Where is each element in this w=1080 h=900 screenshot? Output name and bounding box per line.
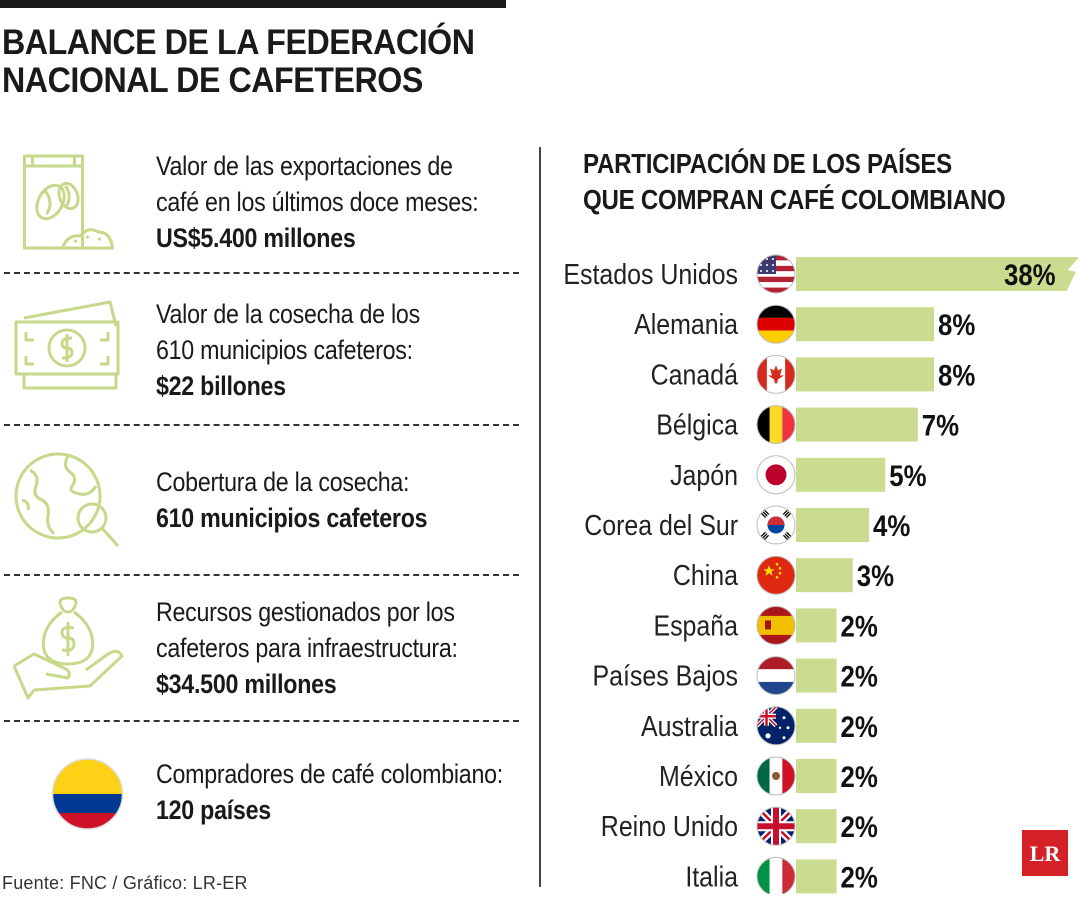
stat-text: Valor de la cosecha de los 610 municipio… — [156, 296, 420, 404]
bar-row: Corea del Sur 4% — [584, 505, 910, 545]
bar — [796, 708, 837, 743]
colombia-flag-icon — [51, 758, 124, 830]
bar-row: México 2% — [659, 756, 878, 796]
value-label: 8% — [938, 308, 975, 341]
bar-row: Japón 5% — [670, 455, 927, 495]
stat-line-1: Cobertura de la cosecha: — [156, 467, 410, 497]
bar-row: Italia 2% — [685, 856, 878, 894]
stat-text: Cobertura de la cosecha: 610 municipios … — [156, 464, 428, 536]
value-label: 3% — [857, 559, 894, 592]
stat-value: US$5.400 millones — [156, 223, 356, 253]
stat-text: Valor de las exportaciones de café en lo… — [156, 148, 479, 256]
value-label: 7% — [922, 409, 959, 442]
bar-row: Canadá 8% — [651, 354, 975, 394]
category-label: Canadá — [651, 359, 739, 391]
stat-line-1: Recursos gestionados por los — [156, 597, 455, 627]
category-label: Australia — [641, 710, 739, 742]
value-label: 4% — [873, 509, 910, 542]
bar — [796, 658, 837, 693]
stat-value: 610 municipios cafeteros — [156, 503, 428, 533]
column-divider — [539, 147, 541, 887]
divider — [4, 574, 519, 576]
chart-title-line-2: QUE COMPRAN CAFÉ COLOMBIANO — [583, 184, 1006, 215]
value-label: 2% — [841, 660, 878, 693]
lr-logo: LR — [1022, 830, 1068, 876]
bar-row: Reino Unido 2% — [601, 806, 878, 846]
stat-line-2: 610 municipios cafeteros: — [156, 335, 413, 365]
bar-row: Estados Unidos 38% — [563, 254, 1080, 294]
value-label: 2% — [841, 760, 878, 793]
category-label: España — [653, 610, 738, 642]
title-line-2: NACIONAL DE CAFETEROS — [2, 61, 423, 100]
bar — [796, 257, 1078, 291]
value-label: 2% — [841, 710, 878, 743]
bar-chart: Estados Unidos 38% Alemania 8% Canadá 8% Bélgi… — [563, 254, 1080, 894]
globe-search-icon — [14, 452, 120, 547]
category-label: Países Bajos — [593, 660, 738, 692]
bar-row: China 3% — [673, 555, 894, 595]
value-label: 2% — [841, 810, 878, 843]
stat-value: $34.500 millones — [156, 669, 337, 699]
money-bill-icon — [14, 300, 120, 390]
category-label: Estados Unidos — [563, 258, 738, 290]
top-rule — [0, 0, 506, 8]
value-label: 8% — [938, 359, 975, 392]
chart-title-line-1: PARTICIPACIÓN DE LOS PAÍSES — [583, 148, 952, 179]
chart-title: PARTICIPACIÓN DE LOS PAÍSES QUE COMPRAN … — [583, 146, 1006, 218]
bar — [796, 508, 869, 542]
divider — [4, 272, 519, 274]
stat-line-1: Compradores de café colombiano: — [156, 759, 503, 789]
bar-row: Alemania 8% — [634, 304, 975, 344]
page-title: BALANCE DE LA FEDERACIÓN NACIONAL DE CAF… — [2, 24, 475, 100]
divider — [4, 720, 519, 722]
value-label: 38% — [1004, 258, 1056, 291]
stat-line-1: Valor de las exportaciones de — [156, 151, 453, 181]
category-label: México — [659, 760, 738, 792]
category-label: Bélgica — [656, 409, 739, 441]
stat-value: $22 billones — [156, 371, 286, 401]
bar — [796, 608, 837, 643]
category-label: Reino Unido — [601, 810, 738, 842]
axis-break-mark — [1066, 256, 1080, 292]
title-line-1: BALANCE DE LA FEDERACIÓN — [2, 23, 475, 62]
bar — [796, 859, 837, 894]
divider — [4, 424, 519, 426]
bar — [796, 457, 886, 492]
bar — [796, 558, 853, 593]
category-label: Italia — [685, 861, 739, 893]
bar-row: Países Bajos 2% — [593, 656, 878, 696]
svg-text:LR: LR — [1030, 841, 1062, 866]
bar — [796, 407, 918, 442]
bar-row: Bélgica 7% — [656, 405, 959, 445]
value-label: 2% — [841, 861, 878, 894]
money-bag-hand-icon — [12, 596, 124, 700]
bar — [796, 809, 837, 844]
category-label: Corea del Sur — [584, 509, 738, 541]
category-label: Japón — [670, 459, 738, 491]
value-label: 5% — [889, 459, 926, 492]
value-label: 2% — [841, 610, 878, 643]
coffee-bag-icon — [23, 154, 114, 250]
stat-text: Recursos gestionados por los cafeteros p… — [156, 594, 458, 702]
stat-text: Compradores de café colombiano: 120 país… — [156, 756, 503, 828]
stat-value: 120 países — [156, 795, 271, 825]
stat-line-1: Valor de la cosecha de los — [156, 299, 420, 329]
bar-row: Australia 2% — [641, 706, 878, 746]
stat-line-2: café en los últimos doce meses: — [156, 187, 479, 217]
category-label: China — [673, 559, 739, 591]
source-credit: Fuente: FNC / Gráfico: LR-ER — [2, 873, 248, 893]
stat-line-2: cafeteros para infraestructura: — [156, 633, 458, 663]
bar — [796, 307, 934, 342]
bar-row: España 2% — [653, 605, 878, 645]
bar — [796, 759, 837, 793]
category-label: Alemania — [634, 308, 739, 340]
bar — [796, 357, 934, 392]
